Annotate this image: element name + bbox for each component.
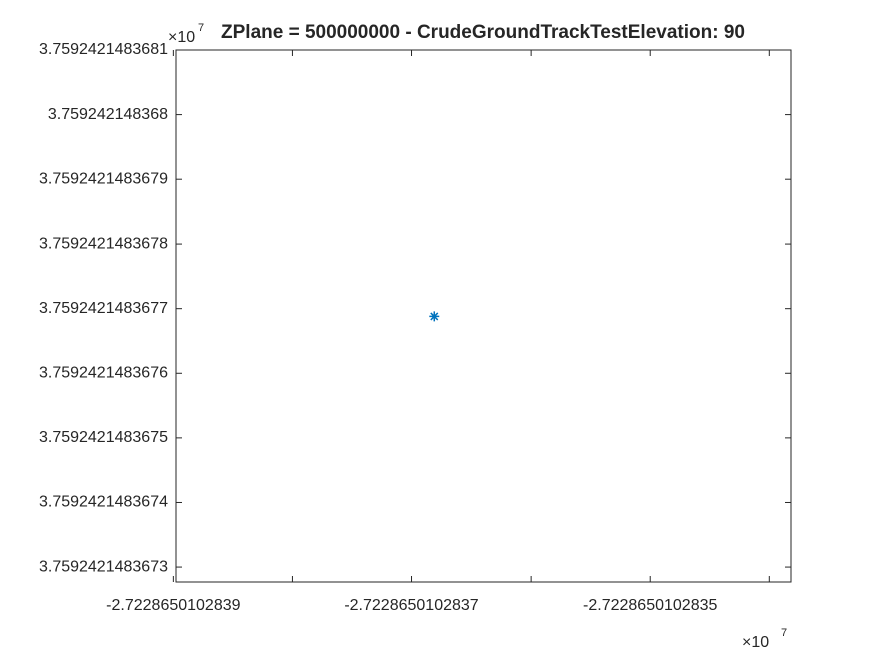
point (429, 311, 440, 322)
y-tick-label: 3.759242148368 (48, 106, 168, 123)
y-tick-label: 3.7592421483677 (39, 300, 168, 317)
x-tick-label: -2.7228650102839 (106, 597, 240, 614)
x-multiplier: ×10 (742, 634, 769, 651)
chart-title: ZPlane = 500000000 - CrudeGroundTrackTes… (221, 22, 745, 43)
y-exponent: 7 (198, 22, 204, 34)
y-tick-label: 3.7592421483679 (39, 170, 168, 187)
y-tick-label: 3.7592421483674 (39, 494, 168, 511)
y-tick-label: 3.7592421483675 (39, 429, 168, 446)
axes-box (175, 49, 792, 583)
y-tick-label: 3.7592421483681 (39, 41, 168, 58)
y-tick-label: 3.7592421483676 (39, 364, 168, 381)
y-multiplier: ×10 (168, 29, 195, 46)
x-tick-label: -2.7228650102835 (583, 597, 717, 614)
x-tick-label: -2.7228650102837 (344, 597, 478, 614)
x-exponent: 7 (781, 627, 787, 639)
y-tick-label: 3.7592421483673 (39, 558, 168, 575)
y-tick-label: 3.7592421483678 (39, 235, 168, 252)
